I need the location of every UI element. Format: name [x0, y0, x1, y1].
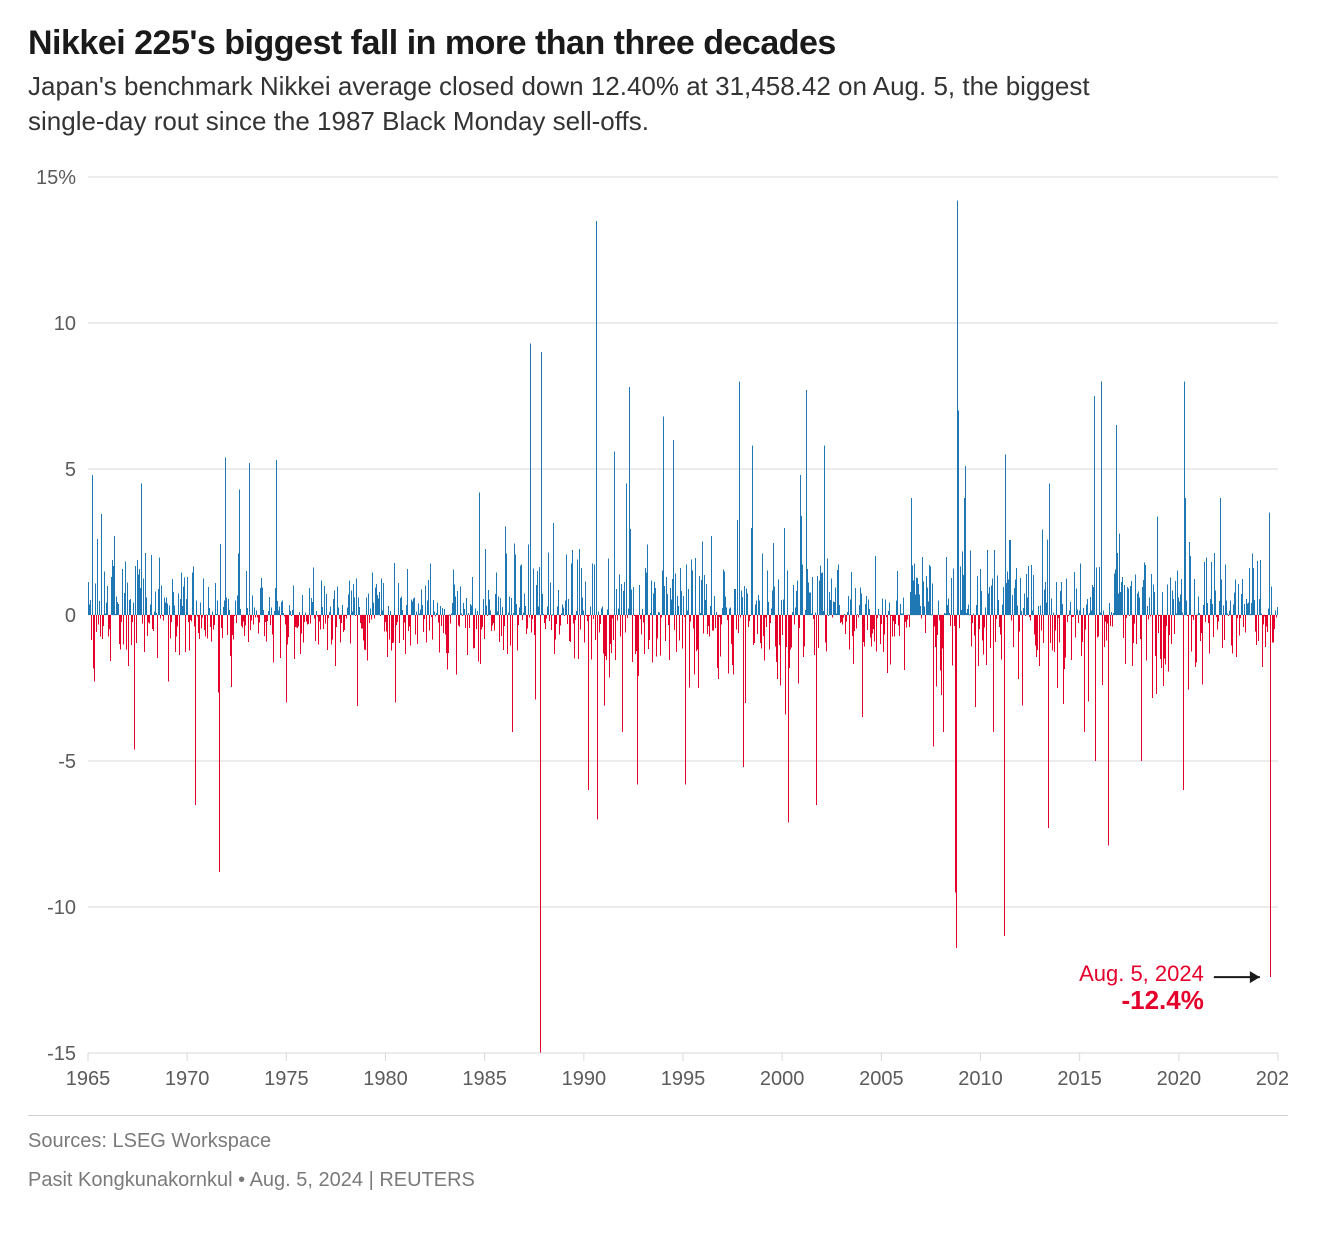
- annotation-date: Aug. 5, 2024: [1079, 961, 1204, 986]
- y-tick-label: 0: [65, 605, 76, 627]
- x-tick-label: 1985: [462, 1068, 507, 1090]
- y-tick-label: -5: [58, 751, 76, 773]
- x-tick-label: 2010: [958, 1068, 1003, 1090]
- annotation-value: -12.4%: [1121, 985, 1203, 1015]
- x-tick-label: 1975: [264, 1068, 309, 1090]
- x-tick-label: 1990: [562, 1068, 607, 1090]
- x-tick-label: 2020: [1157, 1068, 1202, 1090]
- sources-text: Sources: LSEG Workspace: [28, 1130, 1292, 1153]
- chart-title: Nikkei 225's biggest fall in more than t…: [28, 24, 1292, 63]
- x-tick-label: 2015: [1057, 1068, 1102, 1090]
- byline-text: Pasit Kongkunakornkul • Aug. 5, 2024 | R…: [28, 1169, 1292, 1192]
- y-tick-label: 10: [54, 313, 76, 335]
- x-tick-label: 1995: [661, 1068, 706, 1090]
- y-tick-label: -10: [47, 897, 76, 919]
- x-tick-label: 1970: [165, 1068, 210, 1090]
- y-tick-label: 15%: [36, 167, 76, 189]
- chart-subtitle: Japan's benchmark Nikkei average closed …: [28, 69, 1128, 139]
- x-tick-label: 2005: [859, 1068, 904, 1090]
- nikkei-chart: 15% 10 5 0 -5 -10 -15 1965 1970 1975 1980 1985 1990 1…: [28, 167, 1288, 1097]
- y-tick-label: -15: [47, 1043, 76, 1065]
- x-tick-label: 1965: [66, 1068, 111, 1090]
- x-tick-label: 2025: [1256, 1068, 1288, 1090]
- y-tick-label: 5: [65, 459, 76, 481]
- x-tick-label: 1980: [363, 1068, 408, 1090]
- x-tick-label: 2000: [760, 1068, 805, 1090]
- footer-divider: [28, 1115, 1288, 1116]
